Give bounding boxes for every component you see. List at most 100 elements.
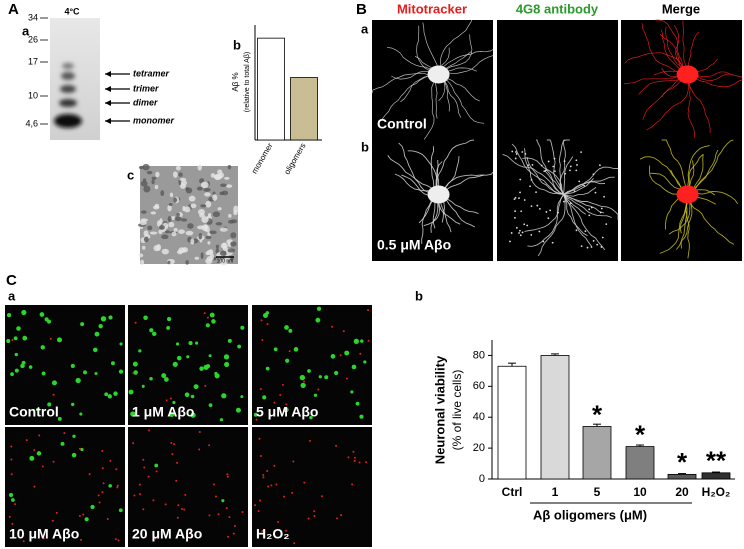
live-cell	[80, 322, 85, 327]
bar	[540, 355, 570, 480]
live-cell	[214, 371, 218, 376]
puncta	[549, 209, 552, 212]
x-tick-label: 1	[552, 485, 559, 499]
live-cell	[253, 412, 258, 417]
em-particle	[151, 176, 157, 180]
em-particle	[205, 200, 212, 208]
puncta	[590, 246, 593, 248]
neurite	[522, 157, 564, 195]
em-particle	[209, 230, 217, 235]
live-cell	[39, 312, 45, 317]
em-particle	[168, 202, 173, 206]
live-cell	[41, 371, 46, 376]
dead-cell	[132, 408, 135, 411]
dead-cell	[139, 493, 142, 496]
em-particle	[212, 211, 220, 218]
dead-cell	[115, 468, 118, 471]
y-axis-label: Aβ %	[231, 72, 240, 91]
puncta	[584, 230, 587, 233]
neurite	[563, 194, 606, 251]
live-cell	[199, 366, 204, 371]
live-cell	[164, 377, 169, 382]
band-label: trimer	[133, 83, 159, 93]
neurite	[687, 74, 695, 138]
dead-cell	[283, 495, 286, 498]
live-cell	[283, 407, 289, 413]
puncta	[575, 229, 578, 232]
puncta	[563, 200, 565, 203]
puncta	[516, 226, 518, 229]
em-particle	[150, 211, 157, 215]
dead-cell	[228, 516, 231, 519]
live-cell	[75, 377, 81, 384]
em-particle	[219, 227, 228, 232]
dead-cell	[340, 514, 343, 517]
dead-cell	[33, 448, 36, 451]
puncta	[519, 178, 522, 181]
neurite	[371, 72, 439, 94]
neurite	[502, 153, 564, 195]
live-cell	[36, 451, 42, 456]
live-cell	[176, 355, 182, 361]
em-particle	[143, 236, 149, 243]
puncta	[510, 232, 513, 234]
puncta	[547, 160, 550, 163]
em-particle	[183, 206, 191, 213]
dead-cell	[227, 535, 230, 538]
live-cell	[70, 363, 75, 368]
em-particle	[178, 247, 186, 254]
dead-cell	[320, 495, 323, 498]
live-cell	[227, 338, 232, 343]
dead-cell	[234, 524, 237, 527]
dead-cell	[173, 443, 176, 446]
micrograph	[5, 305, 125, 425]
significance-marker: *	[635, 419, 646, 449]
condition-label: 0.5 μM Aβo	[377, 237, 451, 253]
puncta	[535, 191, 537, 194]
dead-cell	[109, 459, 112, 462]
dead-cell	[82, 513, 85, 516]
live-cell	[94, 371, 98, 376]
em-particle	[205, 235, 212, 240]
arrow-head	[105, 86, 111, 92]
y-axis-label: (relative to total Aβ)	[244, 52, 251, 112]
dead-cell	[101, 491, 104, 494]
subpanel-label: b	[415, 288, 423, 303]
neurite	[511, 143, 564, 195]
em-particle	[156, 220, 162, 227]
puncta	[543, 170, 546, 173]
dead-cell	[241, 510, 244, 513]
live-cell	[299, 374, 306, 381]
em-particle	[222, 246, 228, 252]
live-cell	[313, 393, 318, 397]
puncta	[583, 184, 585, 187]
micrograph	[252, 305, 372, 425]
live-cell	[221, 393, 227, 399]
em-particle	[196, 225, 205, 230]
live-cell	[195, 341, 199, 345]
dead-cell	[25, 439, 28, 442]
dead-cell	[313, 510, 316, 513]
y-axis-label: (% of live cells)	[450, 370, 464, 451]
puncta	[588, 208, 591, 211]
em-particle	[210, 173, 216, 178]
puncta	[592, 240, 595, 242]
y-axis-label: Neuronal viability	[432, 355, 447, 464]
em-particle	[151, 179, 155, 185]
dead-cell	[98, 501, 101, 504]
em-particle	[158, 229, 163, 235]
puncta	[601, 236, 604, 239]
dead-cell	[11, 522, 14, 525]
live-cell	[208, 354, 212, 358]
live-cell	[118, 369, 124, 374]
em-particle	[140, 218, 149, 222]
live-cell	[237, 344, 242, 349]
em-particle	[152, 205, 160, 210]
puncta	[586, 246, 589, 249]
micrograph	[252, 427, 372, 547]
em-particle	[141, 245, 146, 250]
subpanel-label: a	[8, 288, 16, 303]
dead-cell	[152, 499, 155, 502]
em-particle	[227, 248, 236, 253]
